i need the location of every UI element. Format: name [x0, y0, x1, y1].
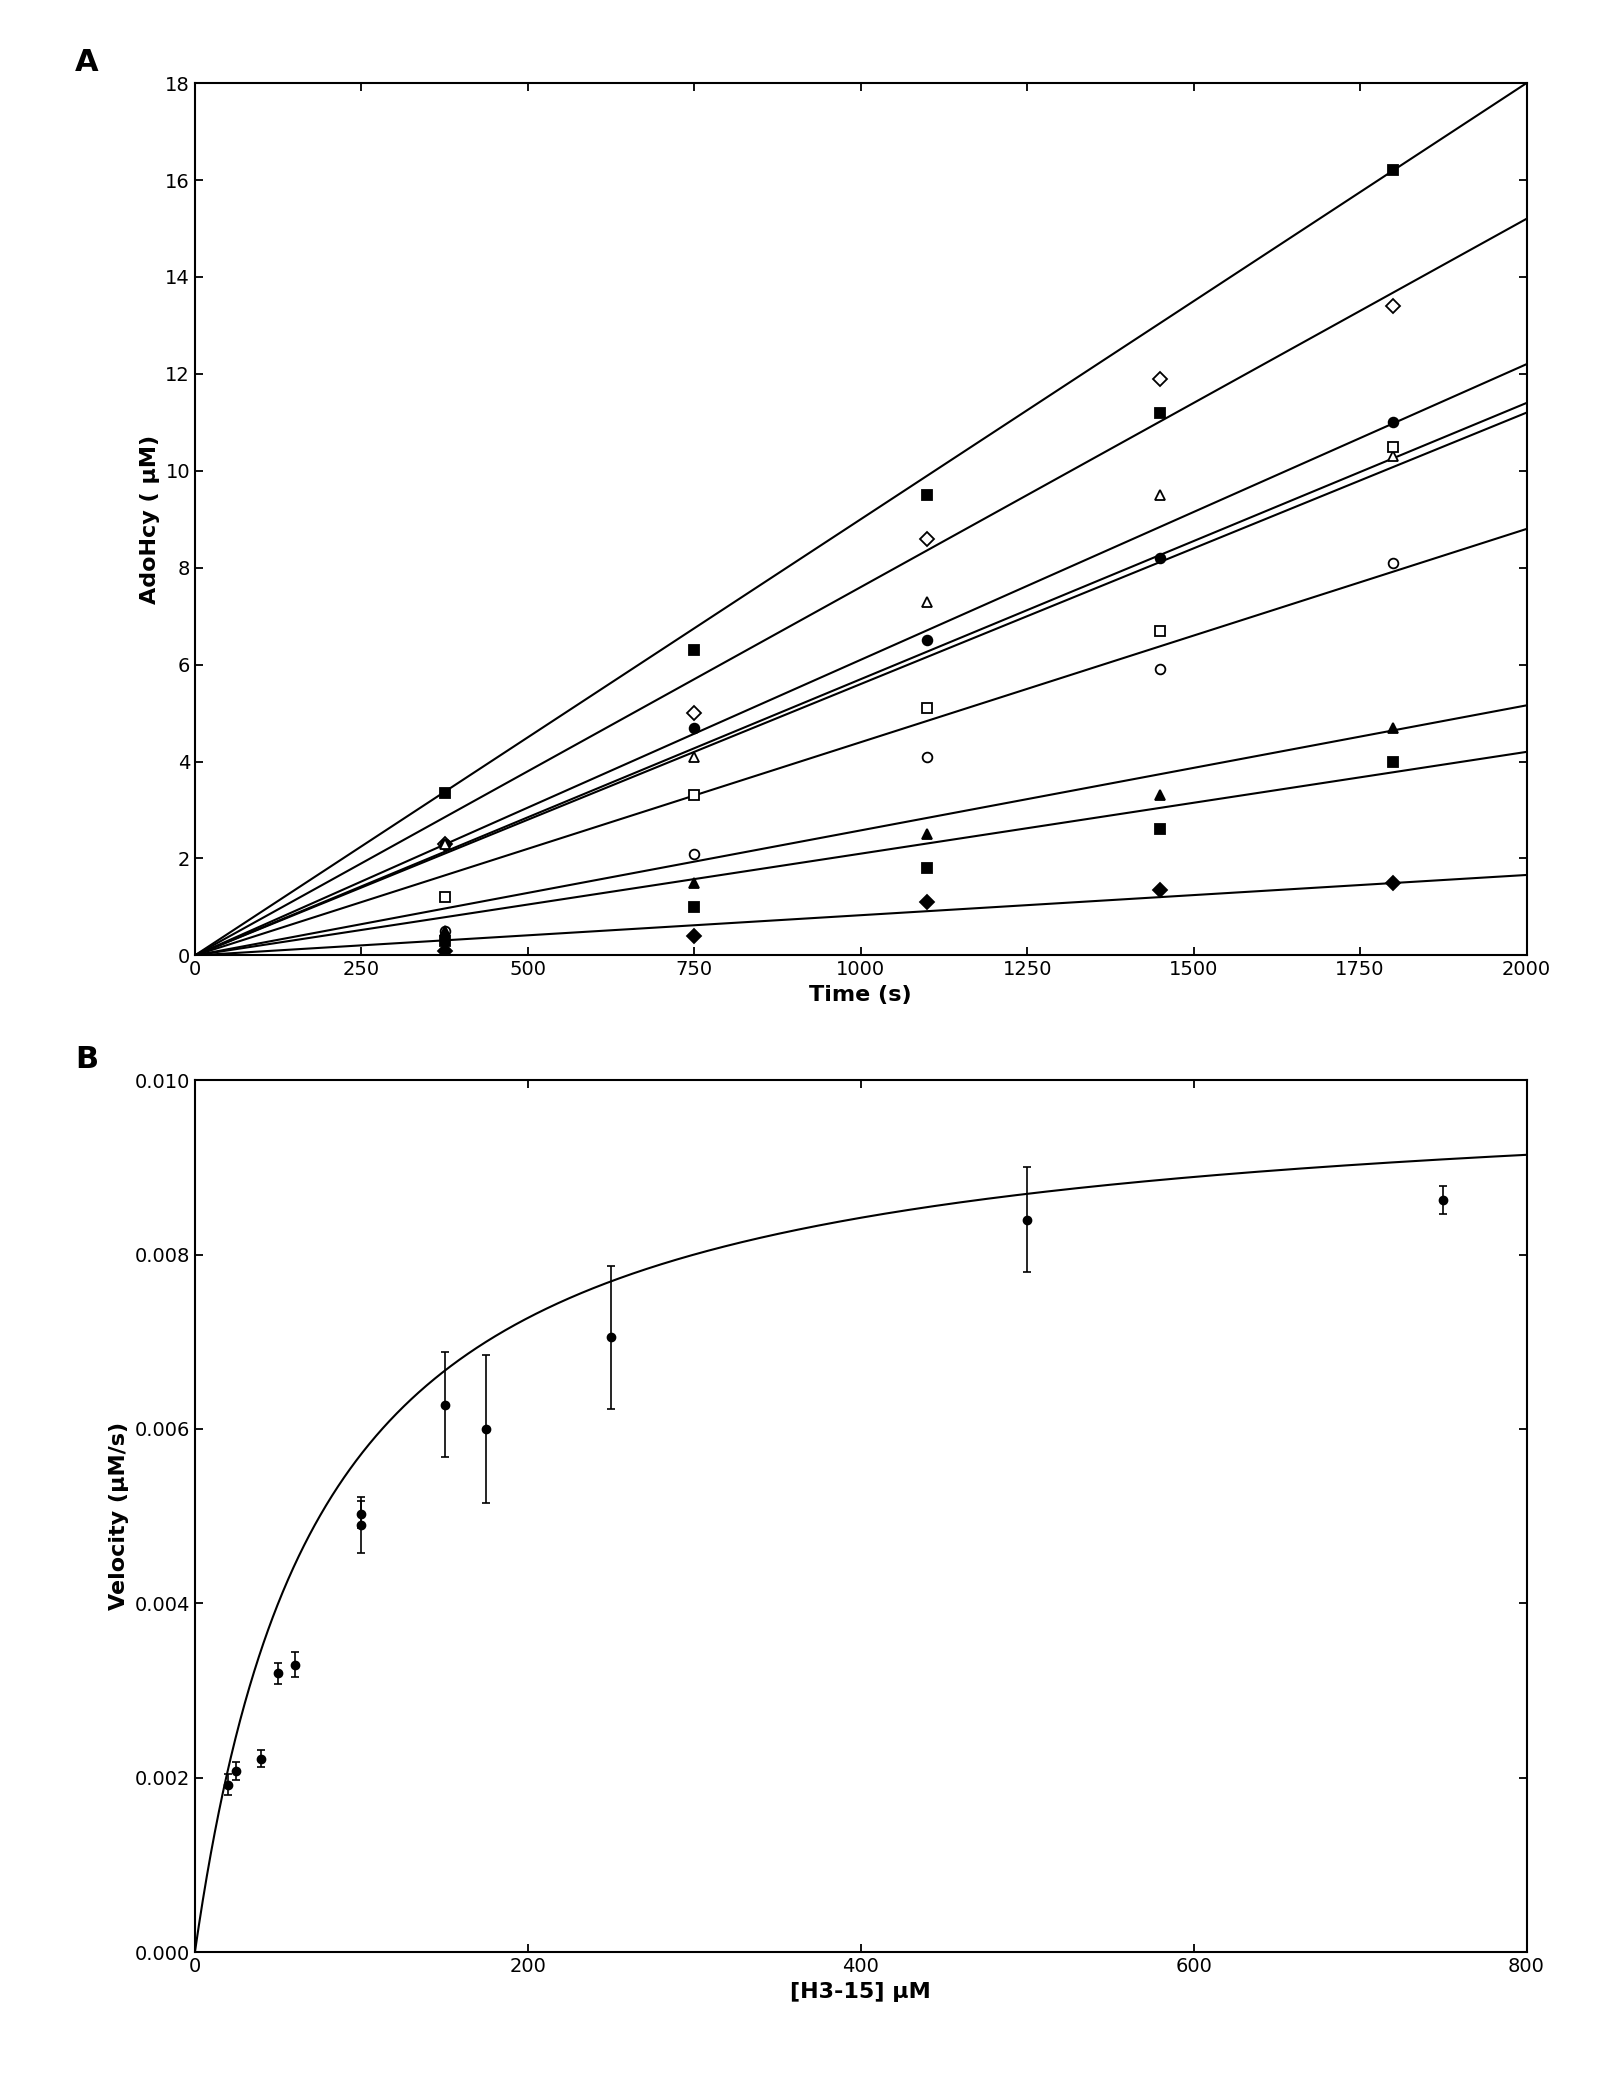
X-axis label: Time (s): Time (s) [808, 984, 912, 1005]
Text: A: A [75, 48, 99, 77]
Y-axis label: AdoHcy ( μM): AdoHcy ( μM) [140, 434, 159, 604]
X-axis label: [H3-15] μM: [H3-15] μM [790, 1981, 930, 2002]
Text: B: B [75, 1045, 97, 1074]
Y-axis label: Velocity (μM/s): Velocity (μM/s) [109, 1423, 128, 1610]
